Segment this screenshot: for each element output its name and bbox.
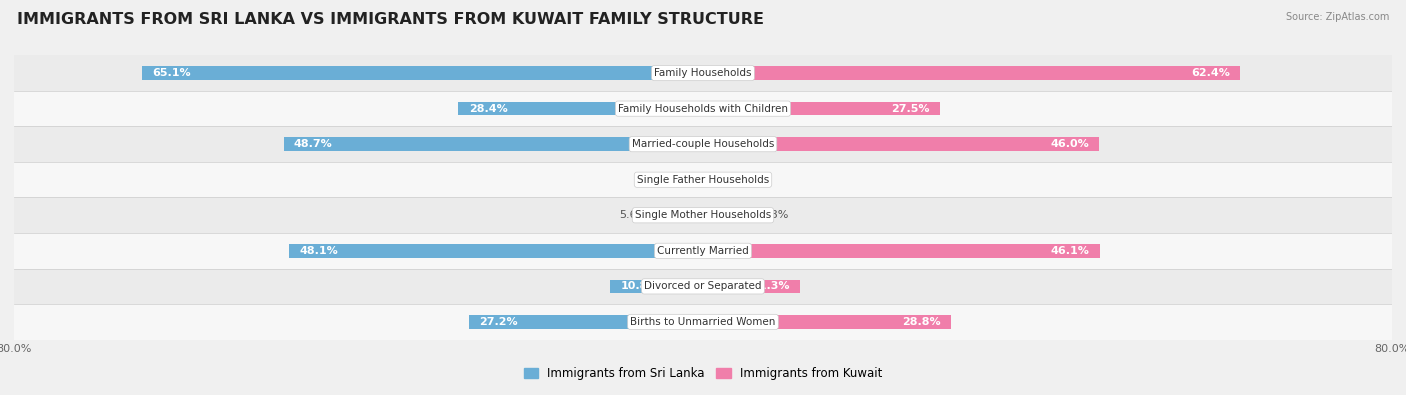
FancyBboxPatch shape [14,126,1392,162]
FancyBboxPatch shape [14,304,1392,340]
Text: Married-couple Households: Married-couple Households [631,139,775,149]
FancyBboxPatch shape [14,269,1392,304]
Text: 10.8%: 10.8% [620,281,659,292]
Bar [288,244,703,258]
FancyBboxPatch shape [14,198,1392,233]
Text: 2.1%: 2.1% [728,175,756,185]
Bar [703,137,1099,151]
Text: 62.4%: 62.4% [1191,68,1230,78]
Text: 46.1%: 46.1% [1050,246,1090,256]
FancyBboxPatch shape [14,162,1392,198]
Text: 11.3%: 11.3% [751,281,790,292]
Text: Births to Unmarried Women: Births to Unmarried Women [630,317,776,327]
Text: Single Mother Households: Single Mother Households [636,210,770,220]
Bar [284,137,703,151]
Text: 46.0%: 46.0% [1050,139,1088,149]
Text: Currently Married: Currently Married [657,246,749,256]
Bar [703,66,1240,80]
Text: Single Father Households: Single Father Households [637,175,769,185]
Bar [703,280,800,293]
FancyBboxPatch shape [14,55,1392,91]
Text: Source: ZipAtlas.com: Source: ZipAtlas.com [1285,12,1389,22]
Bar [703,315,950,329]
Text: 5.8%: 5.8% [759,210,789,220]
Bar [703,102,939,115]
Text: 48.7%: 48.7% [294,139,333,149]
Text: 48.1%: 48.1% [299,246,337,256]
Bar [610,280,703,293]
Bar [703,173,721,186]
Text: 65.1%: 65.1% [153,68,191,78]
Bar [468,315,703,329]
Text: 2.0%: 2.0% [651,175,679,185]
Text: IMMIGRANTS FROM SRI LANKA VS IMMIGRANTS FROM KUWAIT FAMILY STRUCTURE: IMMIGRANTS FROM SRI LANKA VS IMMIGRANTS … [17,12,763,27]
Bar [458,102,703,115]
Text: 5.6%: 5.6% [620,210,648,220]
Legend: Immigrants from Sri Lanka, Immigrants from Kuwait: Immigrants from Sri Lanka, Immigrants fr… [519,363,887,385]
Bar [142,66,703,80]
Bar [686,173,703,186]
Text: Family Households with Children: Family Households with Children [619,103,787,114]
Bar [655,209,703,222]
Text: 28.4%: 28.4% [468,103,508,114]
Text: Family Households: Family Households [654,68,752,78]
Bar [703,209,754,222]
Text: Divorced or Separated: Divorced or Separated [644,281,762,292]
Text: 27.5%: 27.5% [891,103,929,114]
Bar [703,244,1099,258]
Text: 27.2%: 27.2% [479,317,517,327]
Text: 28.8%: 28.8% [903,317,941,327]
FancyBboxPatch shape [14,233,1392,269]
FancyBboxPatch shape [14,91,1392,126]
